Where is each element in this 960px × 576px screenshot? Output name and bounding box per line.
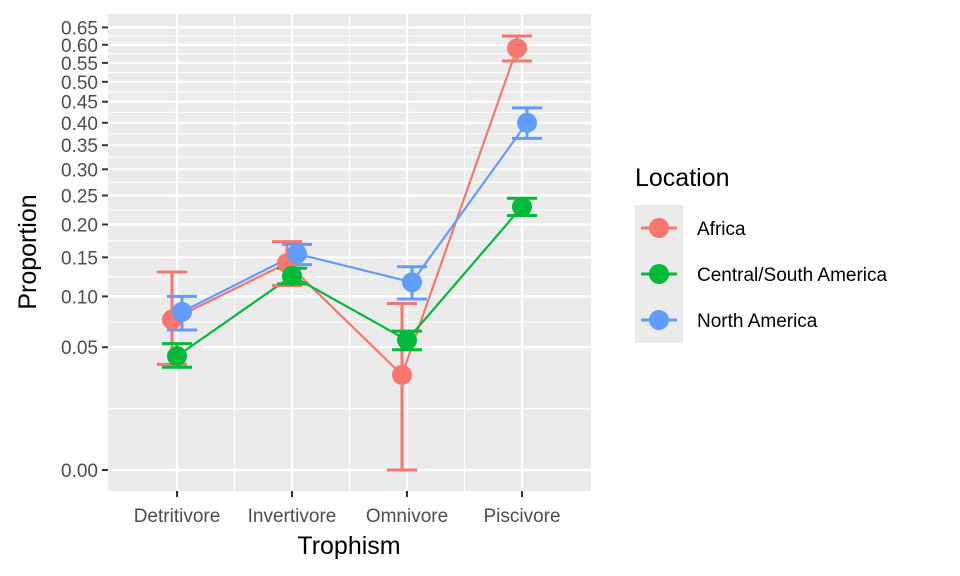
data-point (397, 330, 417, 351)
y-tick-label: 0.50 (61, 73, 98, 94)
data-point (167, 346, 187, 367)
series-line (176, 205, 523, 358)
legend-label: North America (697, 311, 818, 332)
x-tick-label: Detritivore (134, 506, 221, 527)
data-point (287, 243, 307, 264)
legend-label: Africa (697, 219, 746, 240)
x-tick-label: Invertivore (248, 506, 337, 527)
series-line (171, 47, 519, 377)
legend-key-point (649, 310, 669, 330)
data-point (512, 196, 532, 217)
y-tick-label: 0.10 (61, 287, 98, 308)
y-tick-label: 0.35 (61, 136, 98, 157)
series-line (181, 122, 528, 313)
y-axis-title: Proportion (14, 194, 42, 309)
x-axis-title: Trophism (297, 532, 400, 560)
data-point (392, 364, 412, 385)
data-point (282, 265, 302, 286)
legend-label: Central/South America (697, 265, 888, 286)
legend-key-point (649, 264, 669, 284)
y-tick-label: 0.15 (61, 248, 98, 269)
x-tick-label: Omnivore (366, 506, 448, 527)
y-tick-label: 0.55 (61, 54, 98, 75)
y-tick-label: 0.30 (61, 160, 98, 181)
y-tick-label: 0.20 (61, 215, 98, 236)
data-point (517, 112, 537, 133)
data-point (507, 38, 527, 59)
y-tick-label: 0.65 (61, 18, 98, 39)
x-axis: Detritivore Invertivore Omnivore Piscivore (134, 491, 561, 527)
y-tick-label: 0.25 (61, 187, 98, 208)
y-tick-label: 0.40 (61, 114, 98, 135)
x-tick-label: Piscivore (483, 506, 560, 527)
y-tick-label: 0.05 (61, 338, 98, 359)
legend: Location Africa Central/South America Nort… (635, 164, 888, 343)
y-tick-label: 0.00 (61, 461, 98, 482)
data-point (402, 272, 422, 293)
legend-title: Location (635, 164, 730, 192)
y-tick-label: 0.45 (61, 93, 98, 114)
legend-key-point (649, 218, 669, 238)
series-layer (157, 34, 542, 472)
y-axis: 0.00 0.05 0.10 0.15 0.20 0.25 0.30 0.350.400.45… (61, 18, 108, 482)
data-point (172, 301, 192, 322)
minor-gridlines (108, 14, 591, 491)
y-tick-label: 0.60 (61, 36, 98, 57)
